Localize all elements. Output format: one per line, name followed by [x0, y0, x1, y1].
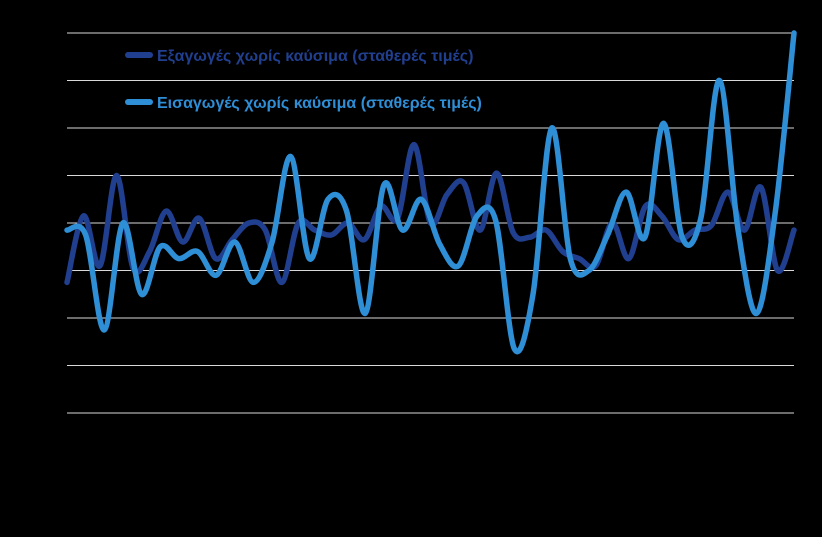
legend-label-exports: Εξαγωγές χωρίς καύσιμα (σταθερές τιμές) [157, 48, 473, 65]
gridlines [67, 32, 794, 414]
series-group [64, 30, 797, 355]
legend-label-imports: Εισαγωγές χωρίς καύσιμα (σταθερές τιμές) [157, 95, 482, 112]
legend: Εξαγωγές χωρίς καύσιμα (σταθερές τιμές) … [125, 48, 482, 112]
series-line-imports [64, 30, 797, 355]
